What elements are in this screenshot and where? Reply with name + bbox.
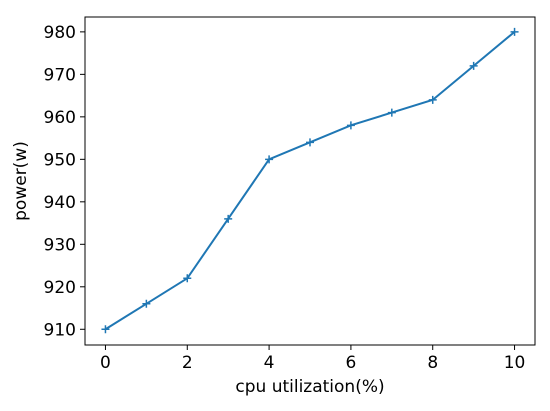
marker: [183, 274, 192, 283]
y-tick-label: 930: [44, 235, 76, 255]
y-tick-label: 970: [44, 65, 76, 85]
x-axis-label: cpu utilization(%): [235, 377, 384, 397]
marker: [306, 138, 314, 147]
x-tick-label: 10: [504, 353, 526, 373]
marker: [469, 61, 478, 70]
marker: [224, 214, 233, 223]
plot-frame: [84, 16, 536, 346]
y-tick-label: 920: [44, 278, 76, 298]
x-tick-label: 0: [100, 353, 111, 373]
marker: [101, 325, 110, 334]
y-tick-label: 910: [44, 320, 76, 340]
y-tick-label: 940: [44, 193, 76, 213]
y-axis-label: power(w): [11, 141, 31, 221]
marker: [142, 299, 151, 308]
y-tick-label: 980: [44, 23, 76, 43]
x-tick-label: 2: [182, 353, 193, 373]
marker: [387, 108, 396, 117]
marker: [346, 121, 355, 130]
data-line: [104, 31, 516, 331]
marker: [510, 27, 519, 36]
y-tick-label: 960: [44, 108, 76, 128]
x-tick-label: 6: [345, 353, 356, 373]
x-tick-label: 4: [264, 353, 275, 373]
y-tick-label: 950: [44, 150, 76, 170]
x-tick-label: 8: [427, 353, 438, 373]
marker: [265, 155, 274, 164]
marker: [428, 95, 437, 104]
